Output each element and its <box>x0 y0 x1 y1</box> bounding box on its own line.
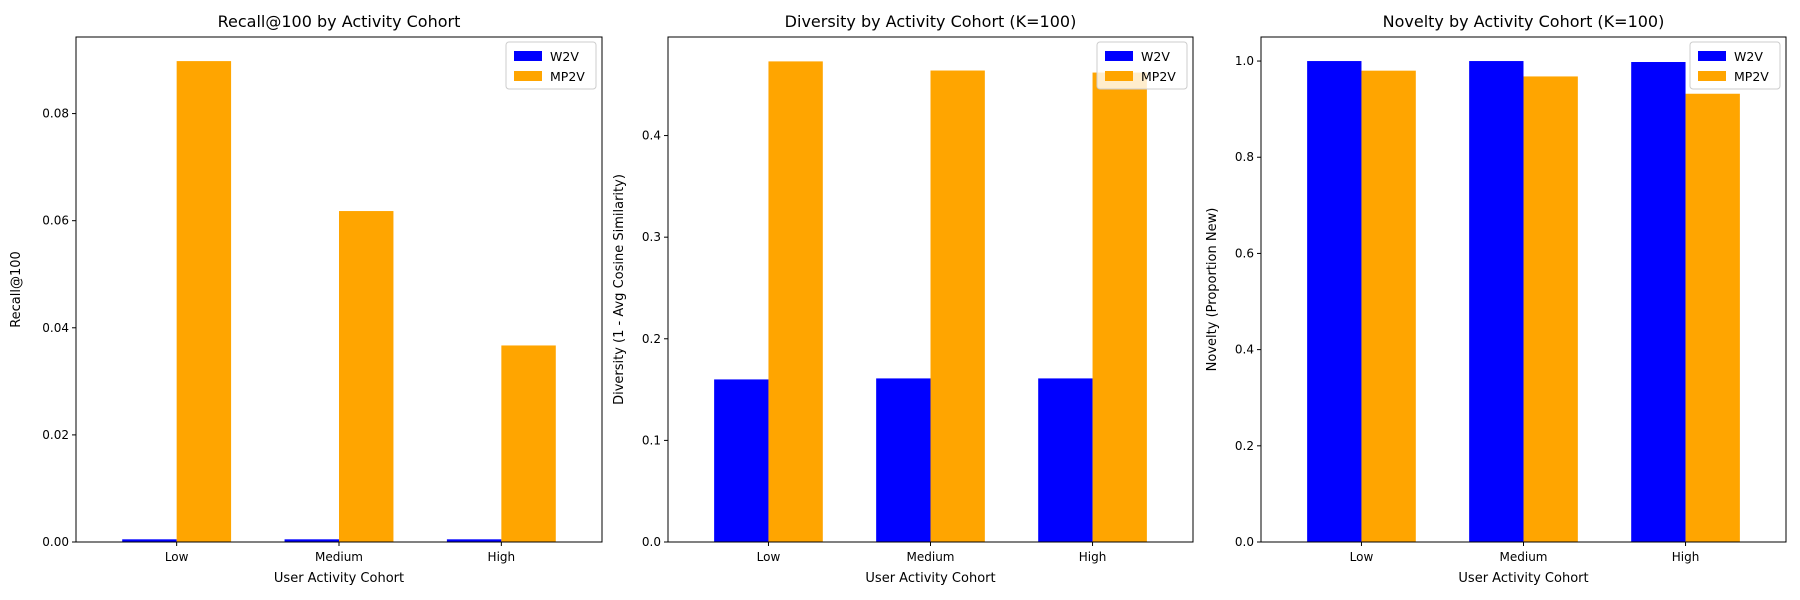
legend-swatch-w2v <box>514 51 542 61</box>
legend-swatch-w2v <box>1698 51 1726 61</box>
bar-w2v-high <box>446 539 502 542</box>
legend-swatch-mp2v <box>514 71 542 81</box>
y-tick-label: 0.2 <box>1235 439 1254 453</box>
y-tick-label: 0.4 <box>1235 343 1254 357</box>
y-tick-label: 0.0 <box>1235 535 1254 549</box>
x-tick-label: Medium <box>907 550 955 564</box>
x-axis-label: User Activity Cohort <box>274 571 404 586</box>
legend-swatch-w2v <box>1105 51 1133 61</box>
legend-label-w2v: W2V <box>1141 49 1170 64</box>
x-tick-label: High <box>1079 550 1107 564</box>
bar-w2v-high <box>1038 378 1093 542</box>
y-axis-label: Novelty (Proportion New) <box>1205 208 1220 372</box>
legend-label-w2v: W2V <box>1734 49 1763 64</box>
bar-w2v-low <box>714 379 769 542</box>
legend-label-w2v: W2V <box>550 49 579 64</box>
x-tick-label: Low <box>757 550 781 564</box>
y-tick-label: 0.00 <box>42 535 69 549</box>
y-tick-label: 0.4 <box>642 129 661 143</box>
bar-w2v-low <box>1307 61 1362 543</box>
legend-label-mp2v: MP2V <box>550 69 585 84</box>
bar-mp2v-high <box>501 345 556 542</box>
y-tick-label: 1.0 <box>1235 54 1254 68</box>
chart-title: Recall@100 by Activity Cohort <box>218 12 461 31</box>
y-tick-label: 0.2 <box>642 332 661 346</box>
y-tick-label: 0.06 <box>42 214 69 228</box>
bar-mp2v-low <box>1361 70 1416 543</box>
bar-mp2v-medium <box>1523 76 1578 542</box>
y-axis-label: Diversity (1 - Avg Cosine Similarity) <box>612 174 627 405</box>
bar-w2v-medium <box>876 378 931 542</box>
bar-mp2v-high <box>1092 72 1147 542</box>
bar-mp2v-low <box>768 61 823 542</box>
bar-w2v-high <box>1631 62 1686 542</box>
chart-panel-2: 0.0 0.2 0.4 0.6 0.8 1.0 Low Medium High Novelty b… <box>1205 12 1787 586</box>
x-tick-label: High <box>1672 550 1700 564</box>
y-axis-label: Recall@100 <box>9 251 24 328</box>
chart-title: Diversity by Activity Cohort (K=100) <box>785 12 1077 31</box>
bar-mp2v-high <box>1685 93 1740 542</box>
bar-mp2v-medium <box>930 70 985 542</box>
x-tick-label: Low <box>1350 550 1374 564</box>
y-tick-label: 0.8 <box>1235 150 1254 164</box>
y-tick-label: 0.02 <box>42 428 69 442</box>
chart-title: Novelty by Activity Cohort (K=100) <box>1383 12 1665 31</box>
chart-panel-0: 0.00 0.02 0.04 0.06 0.08 Low Medium High Recall@… <box>9 12 603 586</box>
legend-label-mp2v: MP2V <box>1141 69 1176 84</box>
bar-w2v-medium <box>1469 61 1524 543</box>
y-tick-label: 0.3 <box>642 230 661 244</box>
x-tick-label: Medium <box>315 550 363 564</box>
x-axis-label: User Activity Cohort <box>865 571 995 586</box>
legend-label-mp2v: MP2V <box>1734 69 1769 84</box>
bar-mp2v-low <box>176 61 232 542</box>
x-tick-label: Low <box>165 550 189 564</box>
y-tick-label: 0.1 <box>642 433 661 447</box>
y-tick-label: 0.0 <box>642 535 661 549</box>
x-tick-label: High <box>488 550 516 564</box>
legend-swatch-mp2v <box>1698 71 1726 81</box>
chart-panel-1: 0.0 0.1 0.2 0.3 0.4 Low Medium High Diversity by… <box>612 12 1194 586</box>
y-tick-label: 0.04 <box>42 321 69 335</box>
x-tick-label: Medium <box>1500 550 1548 564</box>
legend-swatch-mp2v <box>1105 71 1133 81</box>
y-tick-label: 0.08 <box>42 107 69 121</box>
x-axis-label: User Activity Cohort <box>1458 571 1588 586</box>
bar-mp2v-medium <box>339 211 394 543</box>
y-tick-label: 0.6 <box>1235 246 1254 260</box>
bar-w2v-medium <box>284 539 339 542</box>
bar-w2v-low <box>122 539 177 542</box>
